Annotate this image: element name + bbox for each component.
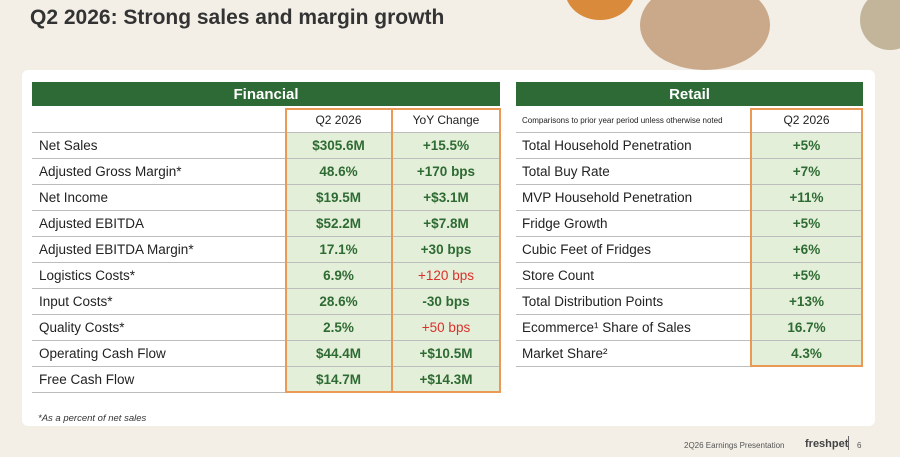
divider	[848, 436, 849, 450]
q2-value: +6%	[750, 237, 863, 263]
row-label: Adjusted Gross Margin*	[32, 159, 285, 185]
q2-value: $19.5M	[285, 185, 392, 211]
yoy-value: +$7.8M	[392, 211, 500, 237]
q2-value: +5%	[750, 263, 863, 289]
yoy-value: +170 bps	[392, 159, 500, 185]
q2-value: 6.9%	[285, 263, 392, 289]
q2-value: +7%	[750, 159, 863, 185]
row-label: Net Sales	[32, 133, 285, 159]
row-label: MVP Household Penetration	[516, 185, 750, 211]
row-label: Total Distribution Points	[516, 289, 750, 315]
title: Q2 2026: Strong sales and margin growth	[30, 6, 445, 29]
yoy-value: +15.5%	[392, 133, 500, 159]
footer-text: 2Q26 Earnings Presentation	[684, 441, 785, 450]
row-label: Ecommerce¹ Share of Sales	[516, 315, 750, 341]
row-label: Market Share²	[516, 341, 750, 367]
yoy-value: +$10.5M	[392, 341, 500, 367]
q2-value: $305.6M	[285, 133, 392, 159]
food-image	[565, 0, 635, 20]
yoy-value: +50 bps	[392, 315, 500, 341]
q2-value: +13%	[750, 289, 863, 315]
yoy-value: -30 bps	[392, 289, 500, 315]
row-label: Quality Costs*	[32, 315, 285, 341]
row-label: Adjusted EBITDA Margin*	[32, 237, 285, 263]
yoy-value: +$14.3M	[392, 367, 500, 393]
row-label: Fridge Growth	[516, 211, 750, 237]
row-label: Free Cash Flow	[32, 367, 285, 393]
column-header: YoY Change	[392, 108, 500, 133]
food-image	[640, 0, 770, 70]
page-number: 6	[857, 441, 862, 450]
q2-value: $14.7M	[285, 367, 392, 393]
footnote: *As a percent of net sales	[38, 413, 147, 424]
q2-value: +11%	[750, 185, 863, 211]
yoy-value: +120 bps	[392, 263, 500, 289]
row-label: Input Costs*	[32, 289, 285, 315]
row-label: Net Income	[32, 185, 285, 211]
yoy-value: +$3.1M	[392, 185, 500, 211]
note: Comparisons to prior year period unless …	[516, 108, 750, 133]
q2-value: 2.5%	[285, 315, 392, 341]
row-label: Operating Cash Flow	[32, 341, 285, 367]
column-header: Q2 2026	[750, 108, 863, 133]
q2-value: $52.2M	[285, 211, 392, 237]
q2-value: 16.7%	[750, 315, 863, 341]
row-label: Total Buy Rate	[516, 159, 750, 185]
q2-value: 48.6%	[285, 159, 392, 185]
column-header: Q2 2026	[285, 108, 392, 133]
column-header-blank	[32, 108, 285, 133]
food-image	[860, 0, 900, 50]
yoy-value: +30 bps	[392, 237, 500, 263]
table-header: Financial	[32, 82, 500, 106]
brand: freshpet	[805, 438, 849, 450]
row-label: Store Count	[516, 263, 750, 289]
q2-value: 17.1%	[285, 237, 392, 263]
table-header: Retail	[516, 82, 863, 106]
q2-value: 28.6%	[285, 289, 392, 315]
row-label: Cubic Feet of Fridges	[516, 237, 750, 263]
q2-value: $44.4M	[285, 341, 392, 367]
q2-value: +5%	[750, 211, 863, 237]
row-label: Adjusted EBITDA	[32, 211, 285, 237]
row-label: Total Household Penetration	[516, 133, 750, 159]
q2-value: 4.3%	[750, 341, 863, 367]
row-label: Logistics Costs*	[32, 263, 285, 289]
q2-value: +5%	[750, 133, 863, 159]
